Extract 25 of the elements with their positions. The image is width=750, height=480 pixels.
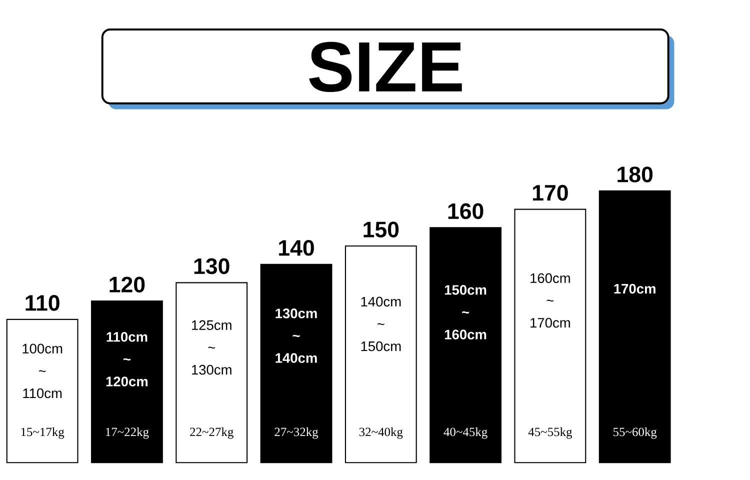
category-label: 100cm ~ 110cm xyxy=(22,344,62,398)
data-label: 160 xyxy=(448,203,484,219)
annotation: 17~22kg xyxy=(106,427,149,439)
data-label: 140 xyxy=(279,240,314,256)
category-label: 160cm ~ 170cm xyxy=(530,273,570,328)
x-tick-label: 170cm xyxy=(614,284,656,294)
data-label: 180 xyxy=(618,166,653,182)
annotation: 22~27kg xyxy=(190,427,234,439)
annotation: 15~17kg xyxy=(21,427,64,439)
annotation: 45~55kg xyxy=(528,427,572,439)
data-label: 170 xyxy=(532,184,568,201)
x-tick-label: 150cm ~ 160cm xyxy=(444,284,486,340)
annotation: 40~45kg xyxy=(444,427,488,439)
chart-title: SIZE xyxy=(309,42,462,92)
x-tick-label: 130cm ~ 140cm xyxy=(276,308,317,363)
annotation: 55~60kg xyxy=(613,427,657,439)
annotation: 27~32kg xyxy=(274,427,318,439)
annotation: 32~40kg xyxy=(359,427,403,439)
x-tick-label: 110cm ~ 120cm xyxy=(106,332,148,386)
data-label: 130 xyxy=(194,258,230,274)
data-label: 150 xyxy=(364,221,399,238)
data-label: 120 xyxy=(110,276,145,292)
category-label: 140cm ~ 150cm xyxy=(361,296,401,352)
data-label: 110 xyxy=(26,294,60,311)
category-label: 125cm ~ 130cm xyxy=(192,320,232,375)
